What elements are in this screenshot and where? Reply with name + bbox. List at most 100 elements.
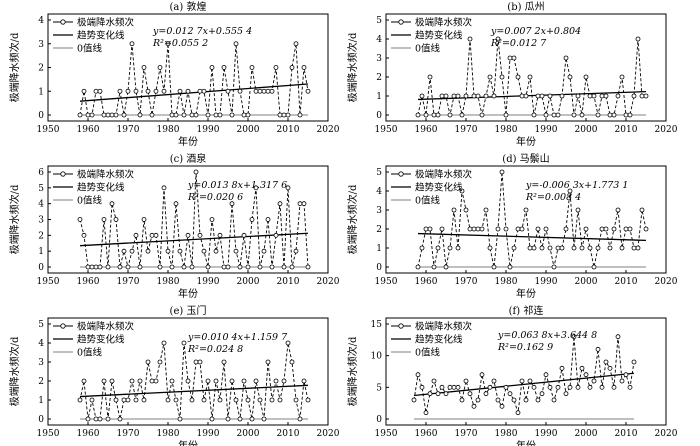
data-point: [281, 378, 287, 384]
data-point: [141, 65, 147, 70]
y-tick-label: 2: [38, 377, 44, 387]
plot-frame: [385, 317, 667, 426]
data-point: [519, 93, 525, 99]
data-point: [133, 397, 139, 403]
data-point: [249, 217, 255, 222]
y-tick-label: 1: [38, 87, 44, 97]
x-tick-label: 1980: [495, 429, 518, 439]
data-point: [531, 384, 537, 390]
y-tick-label: 10: [371, 352, 383, 362]
x-tick-label: 1980: [495, 277, 518, 287]
data-point: [439, 226, 445, 232]
data-point: [555, 112, 561, 118]
y-tick-label: 4: [38, 16, 44, 26]
data-point: [467, 226, 473, 232]
data-point: [185, 232, 191, 238]
data-point: [587, 384, 593, 390]
x-tick-label: 1960: [415, 429, 438, 439]
y-tick-label: 5: [38, 320, 44, 330]
data-point: [221, 65, 227, 70]
x-tick-label: 1950: [375, 125, 398, 135]
data-point: [193, 169, 199, 175]
data-point: [133, 88, 139, 94]
data-point: [229, 201, 235, 207]
data-point: [217, 112, 223, 118]
data-point: [145, 359, 151, 365]
x-axis-label: 年份: [178, 287, 198, 300]
data-point: [575, 93, 581, 99]
data-point: [81, 88, 87, 94]
data-point: [169, 112, 175, 118]
data-point: [193, 112, 199, 118]
data-point: [579, 245, 585, 251]
data-point: [607, 112, 613, 118]
y-axis-label: 极端降水频次/d: [346, 184, 359, 254]
data-point: [435, 112, 441, 118]
panel-title: (c) 酒泉: [170, 152, 207, 165]
x-tick-label: 1990: [535, 277, 558, 287]
data-point: [619, 245, 625, 251]
trend-line: [79, 83, 309, 102]
data-point: [89, 112, 95, 118]
x-tick-label: 1970: [117, 429, 140, 439]
data-point: [627, 226, 633, 232]
data-point: [185, 378, 191, 384]
data-point: [113, 397, 119, 403]
y-tick-label: 0: [38, 415, 44, 425]
x-tick-label: 1980: [495, 125, 518, 135]
data-point: [471, 226, 477, 232]
y-tick-label: 15: [371, 320, 383, 330]
data-point: [503, 226, 509, 232]
data-point: [539, 391, 545, 397]
data-point: [277, 201, 283, 207]
legend-zero-label: 0值线: [77, 195, 103, 207]
x-tick-label: 1960: [77, 277, 100, 287]
legend-zero-label: 0值线: [77, 43, 103, 55]
plot-frame: [385, 165, 667, 274]
data-point: [217, 232, 223, 238]
data-point: [495, 226, 501, 232]
data-point: [229, 378, 235, 384]
data-point: [253, 378, 259, 384]
data-point: [185, 88, 191, 94]
data-point: [157, 264, 163, 270]
data-point: [85, 416, 91, 422]
data-point: [451, 93, 457, 99]
panel-title: (b) 瓜州: [507, 1, 544, 13]
data-point: [627, 112, 633, 118]
regression-equation: y=0.063 8x+3.644 8: [497, 330, 597, 341]
data-point: [121, 248, 127, 254]
x-tick-label: 2010: [277, 277, 300, 287]
data-point: [491, 378, 497, 384]
x-tick-label: 2000: [237, 125, 260, 135]
data-point: [595, 112, 601, 118]
data-point: [631, 245, 637, 251]
data-point: [93, 264, 99, 270]
data-point: [77, 217, 83, 222]
legend-observed-label: 极端降水频次: [415, 17, 473, 29]
data-point: [619, 74, 625, 80]
data-point: [273, 65, 279, 70]
x-tick-label: 2010: [277, 429, 300, 439]
data-point: [611, 226, 617, 232]
data-point: [587, 245, 593, 251]
data-point: [209, 416, 215, 422]
legend-observed-marker: [398, 171, 404, 177]
data-point: [137, 112, 143, 118]
data-point: [575, 384, 581, 390]
y-tick-label: 3: [38, 358, 44, 368]
data-point: [603, 226, 609, 232]
data-point: [253, 185, 259, 191]
legend-trend-label: 趋势变化线: [77, 182, 125, 194]
data-point: [515, 226, 521, 232]
panel-title: (f) 祁连: [509, 304, 544, 317]
y-tick-label: 3: [376, 206, 382, 216]
data-point: [129, 378, 135, 384]
data-point: [177, 248, 183, 254]
data-point: [427, 74, 433, 80]
data-point: [471, 93, 477, 99]
data-point: [269, 88, 275, 94]
data-point: [93, 416, 99, 422]
data-point: [81, 378, 87, 384]
data-point: [125, 397, 131, 403]
